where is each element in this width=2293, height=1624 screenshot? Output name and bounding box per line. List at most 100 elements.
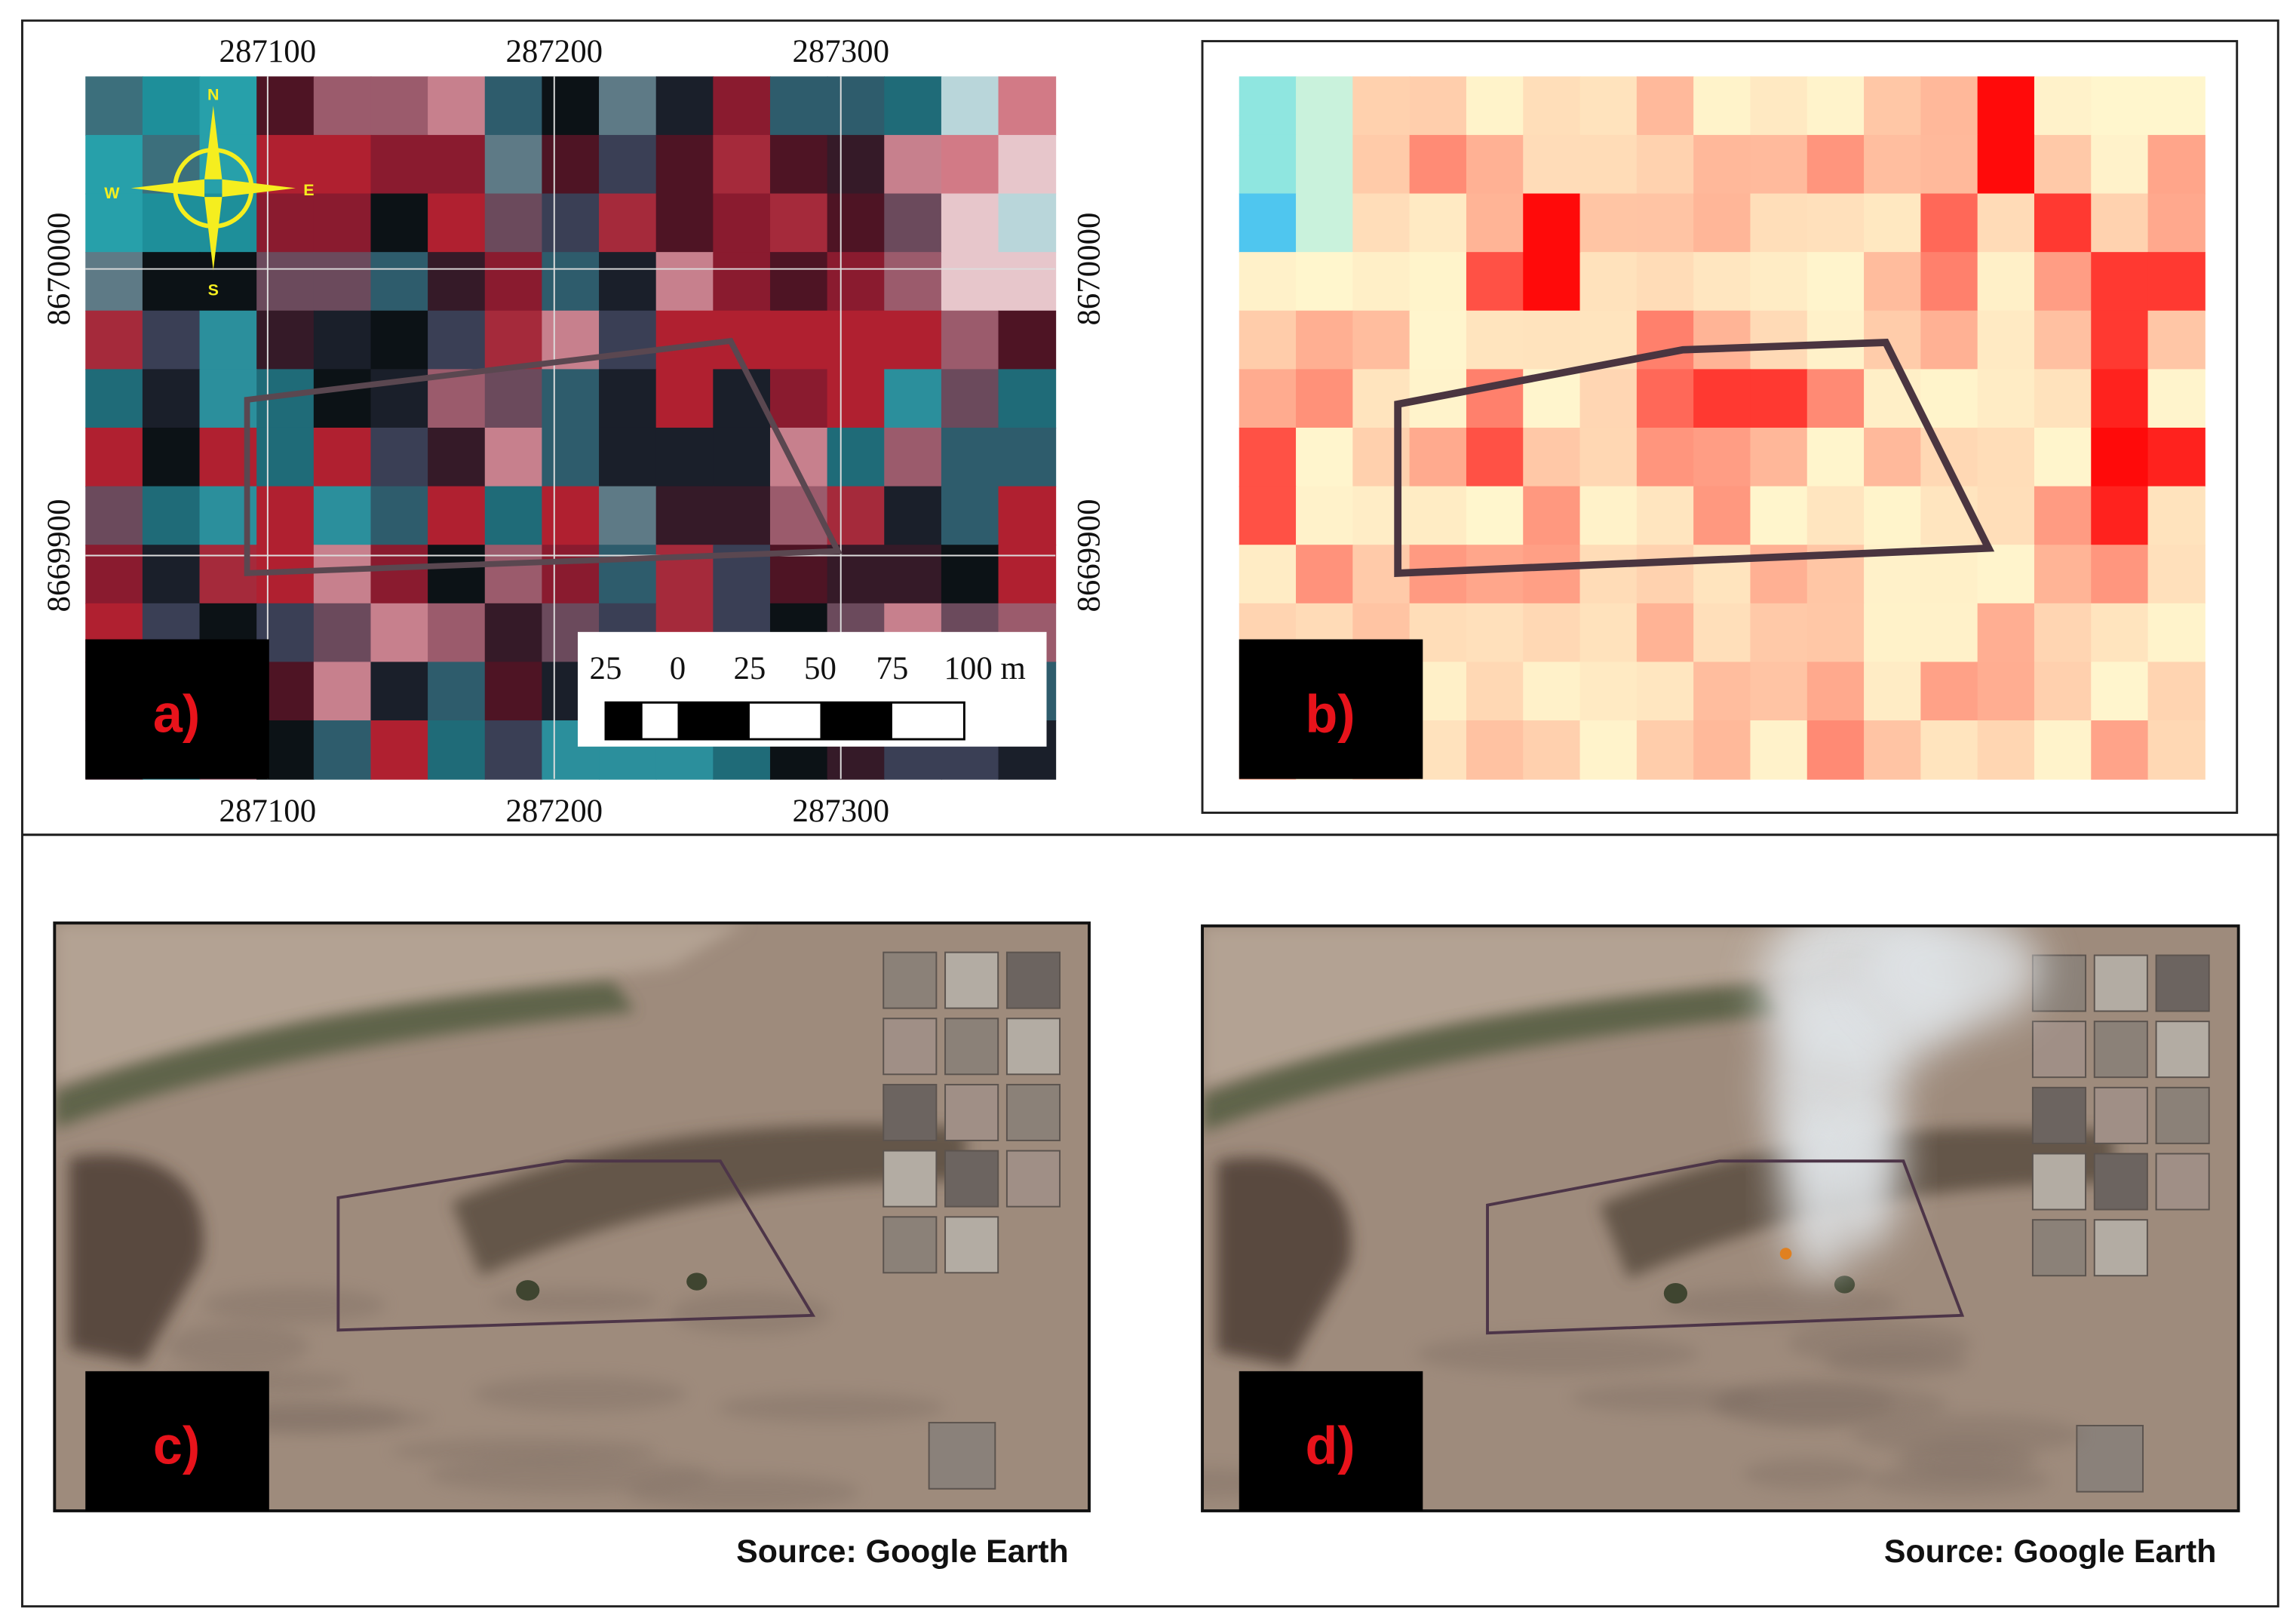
raster-cell [1636,310,1695,370]
raster-cell [1523,662,1581,722]
raster-cell [2147,76,2206,136]
raster-cell [1750,134,1808,195]
panel-label: b) [1305,684,1355,743]
scale-segment [605,702,643,740]
raster-cell [256,193,315,253]
raster-cell [1806,720,1865,780]
tree [1663,1282,1688,1304]
scale-label: 50 [804,651,836,686]
raster-cell [1352,134,1410,195]
building [2031,1021,2087,1079]
raster-cell [1523,427,1581,487]
building [2155,1086,2210,1144]
panel-label: d) [1305,1417,1355,1475]
raster-cell [1864,427,1922,487]
raster-cell [1693,310,1751,370]
raster-cell [1466,603,1524,663]
building [2155,1153,2210,1211]
raster-cell [2034,427,2092,487]
raster-cell [313,193,372,253]
building [2093,1219,2148,1277]
raster-cell [713,193,771,253]
raster-cell [599,545,657,604]
scale-segment [677,702,750,740]
raster-cell [1693,369,1751,428]
source-note: Source: Google Earth [736,1533,1069,1570]
building [944,1216,999,1274]
raster-cell [2091,662,2149,722]
raster-cell [484,310,543,370]
raster-cell [256,486,315,546]
building [2031,954,2087,1012]
raster-cell [1409,134,1467,195]
raster-cell [428,545,486,604]
raster-cell [827,193,886,253]
raster-cell [1466,369,1524,428]
raster-cell [1693,427,1751,487]
raster-cell [998,427,1057,487]
arrow [130,179,205,198]
tree [1834,1276,1856,1294]
raster-cell [1636,720,1695,780]
dirt-track [1662,1285,1901,1324]
scale-bar: 25 0 25 50 75 100 m [577,631,1047,747]
raster-cell [599,252,657,312]
source-note: Source: Google Earth [1884,1533,2217,1570]
raster-cell [542,134,600,195]
raster-cell [1920,134,1978,195]
raster-cell [827,427,886,487]
raster-cell [884,76,942,136]
dirt-track [490,1288,659,1314]
raster-cell [599,76,657,136]
raster-cell [1920,310,1978,370]
building [2031,1153,2087,1211]
raster-cell [1466,193,1524,253]
bottom-frame [21,833,2279,1608]
vegetation [54,981,635,1129]
easting-label: 287100 [219,34,317,69]
dirt-track [1416,1334,1699,1374]
raster-cell [1523,134,1581,195]
raster-cell [1806,662,1865,722]
raster-cell [1750,603,1808,663]
raster-cell [1636,486,1695,546]
raster-cell [1977,486,2035,546]
raster-cell [1579,545,1638,604]
raster-cell [85,545,143,604]
raster-cell [1864,720,1922,780]
raster-cell [998,369,1057,428]
raster-cell [2091,486,2149,546]
burnt-area [1217,1157,1352,1368]
raster-cell [1579,76,1638,136]
raster-cell [769,134,828,195]
building [1005,1083,1061,1141]
dirt-track [203,1287,386,1324]
easting-label: 287100 [219,794,317,829]
raster-cell [713,76,771,136]
raster-cell [2034,486,2092,546]
raster-cell [884,545,942,604]
raster-cell [1864,486,1922,546]
raster-cell [1806,252,1865,312]
vegetation [451,1125,966,1276]
raster-cell [1409,193,1467,253]
raster-cell [199,252,258,312]
raster-cell [1636,369,1695,428]
raster-cell [428,662,486,722]
building [883,951,938,1009]
raster-cell [1693,662,1751,722]
raster-cell [884,486,942,546]
raster-cell [827,545,886,604]
raster-cell [1750,427,1808,487]
raster-cell [1409,486,1467,546]
raster-cell [998,134,1057,195]
label-box [85,1371,269,1511]
raster-cell [1636,76,1695,136]
raster-cell [1806,193,1865,253]
smoke [1863,926,2040,1029]
compass-e: E [303,181,314,199]
scale-label: 25 [733,651,766,686]
raster-cell [1239,134,1297,195]
raster-cell [1239,76,1297,136]
raster-cell [2091,369,2149,428]
